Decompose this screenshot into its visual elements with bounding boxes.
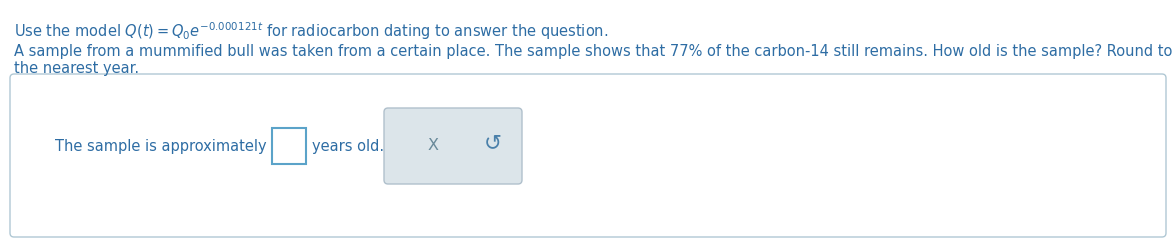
Text: ↺: ↺: [484, 133, 502, 153]
Text: the nearest year.: the nearest year.: [14, 61, 139, 76]
Text: The sample is approximately: The sample is approximately: [55, 139, 266, 154]
FancyBboxPatch shape: [272, 128, 306, 164]
Text: X: X: [428, 138, 438, 153]
Text: Use the model $Q(t) = Q_0e^{-0.000121t}$ for radiocarbon dating to answer the qu: Use the model $Q(t) = Q_0e^{-0.000121t}$…: [14, 20, 608, 42]
Text: years old.: years old.: [312, 139, 384, 154]
Text: A sample from a mummified bull was taken from a certain place. The sample shows : A sample from a mummified bull was taken…: [14, 44, 1172, 59]
FancyBboxPatch shape: [11, 74, 1166, 237]
FancyBboxPatch shape: [384, 108, 522, 184]
